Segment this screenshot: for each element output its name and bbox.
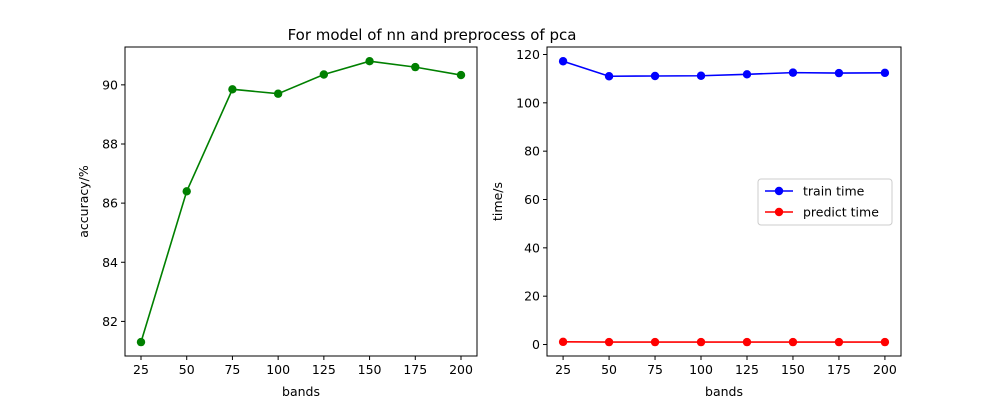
y-tick-label: 40 <box>524 240 540 255</box>
predict-time-point <box>559 338 567 346</box>
x-axis-label: bands <box>705 384 743 399</box>
train-time-point <box>835 69 843 77</box>
predict-time-point <box>789 338 797 346</box>
predict-time-point <box>605 338 613 346</box>
predict-time-point <box>881 338 889 346</box>
y-tick-label: 100 <box>516 95 540 110</box>
train-time-point <box>605 72 613 80</box>
train-time-point <box>697 72 705 80</box>
predict-time-point <box>743 338 751 346</box>
train-time-point <box>789 68 797 76</box>
x-tick-label: 50 <box>179 362 195 377</box>
series-0-point <box>137 338 145 346</box>
figure-title: For model of nn and preprocess of pca <box>288 26 577 44</box>
predict-time-point <box>835 338 843 346</box>
y-tick-label: 0 <box>532 337 540 352</box>
legend-label: predict time <box>803 205 879 220</box>
legend-label: train time <box>803 184 865 199</box>
y-tick-label: 90 <box>102 77 118 92</box>
series-0-point <box>365 57 373 65</box>
y-tick-label: 84 <box>102 255 118 270</box>
legend-swatch-marker <box>775 208 783 216</box>
series-0-point <box>183 187 191 195</box>
y-tick-label: 60 <box>524 192 540 207</box>
x-tick-label: 150 <box>358 362 382 377</box>
x-tick-label: 50 <box>601 362 617 377</box>
y-tick-label: 82 <box>102 314 118 329</box>
series-0-point <box>274 90 282 98</box>
right-chart-time: 25 50 75 100 125 150 175 200 0 20 40 60 80 100 120 band… <box>490 47 901 399</box>
series-0-line <box>141 61 461 342</box>
x-tick-label: 125 <box>312 362 336 377</box>
x-tick-label: 125 <box>735 362 759 377</box>
train-time-point <box>559 57 567 65</box>
x-tick-label: 175 <box>403 362 427 377</box>
series-0-point <box>228 85 236 93</box>
predict-time-point <box>651 338 659 346</box>
predict-time-point <box>697 338 705 346</box>
x-tick-label: 75 <box>647 362 663 377</box>
x-tick-label: 100 <box>266 362 290 377</box>
series-0-point <box>320 70 328 78</box>
train-time-point <box>881 69 889 77</box>
x-tick-label: 175 <box>827 362 851 377</box>
left-chart-accuracy: 25 50 75 100 125 150 175 200 82 84 86 88 90 bands accu… <box>76 47 477 399</box>
x-tick-label: 75 <box>224 362 240 377</box>
y-axis-label: accuracy/% <box>76 165 91 238</box>
series-0-point <box>457 71 465 79</box>
y-tick-label: 86 <box>102 196 118 211</box>
y-tick-label: 20 <box>524 289 540 304</box>
x-tick-label: 200 <box>873 362 897 377</box>
x-axis-label: bands <box>282 384 320 399</box>
x-tick-label: 25 <box>555 362 571 377</box>
y-axis-label: time/s <box>490 182 505 221</box>
train-time-point <box>651 72 659 80</box>
x-tick-label: 25 <box>133 362 149 377</box>
legend-swatch-marker <box>775 187 783 195</box>
x-tick-label: 200 <box>449 362 473 377</box>
axes-frame <box>125 47 477 356</box>
series-0-point <box>411 63 419 71</box>
legend: train time predict time <box>758 179 892 225</box>
y-tick-label: 88 <box>102 136 118 151</box>
train-time-point <box>743 70 751 78</box>
x-tick-label: 150 <box>781 362 805 377</box>
y-tick-label: 80 <box>524 144 540 159</box>
y-tick-label: 120 <box>516 47 540 62</box>
x-tick-label: 100 <box>689 362 713 377</box>
